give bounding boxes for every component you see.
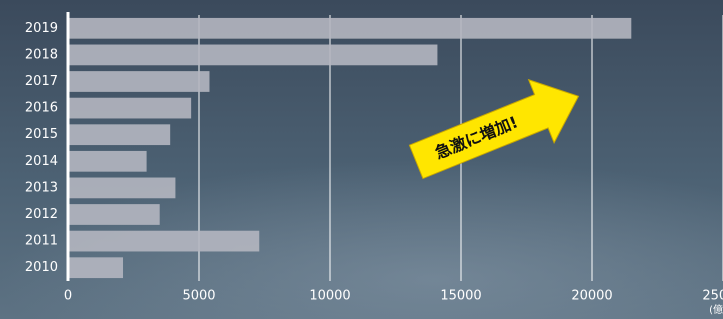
bar	[68, 98, 191, 119]
x-tick-label: 5000	[182, 289, 215, 304]
bar	[68, 257, 123, 278]
x-tick-label: 0	[64, 289, 72, 304]
bar	[68, 124, 170, 145]
y-tick-label: 2018	[25, 47, 58, 62]
bar	[68, 231, 259, 252]
y-tick-label: 2013	[25, 180, 58, 195]
x-tick-label: 25000	[702, 289, 723, 304]
y-tick-label: 2016	[25, 101, 58, 116]
chart: 0 5000 10000 15000 20000 25000(億円) 2019 2018 201…	[0, 0, 723, 319]
page: {"chart_data": {"type": "bar", "orientat…	[0, 0, 723, 319]
x-tick-label: 15000	[440, 289, 481, 304]
bar	[68, 45, 437, 66]
y-tick-label: 2014	[25, 154, 58, 169]
bar	[68, 151, 147, 172]
bar	[68, 71, 209, 92]
bar	[68, 18, 631, 39]
y-tick-label: 2010	[25, 260, 58, 275]
y-tick-label: 2019	[25, 21, 58, 36]
y-tick-label: 2012	[25, 207, 58, 222]
y-tick-label: 2017	[25, 74, 58, 89]
y-tick-label: 2011	[25, 234, 58, 249]
bar	[68, 204, 160, 225]
bar	[68, 178, 175, 199]
x-axis-label: (億円)	[709, 303, 723, 316]
y-tick-label: 2015	[25, 127, 58, 142]
x-tick-label: 10000	[309, 289, 350, 304]
x-tick-label: 20000	[571, 289, 612, 304]
